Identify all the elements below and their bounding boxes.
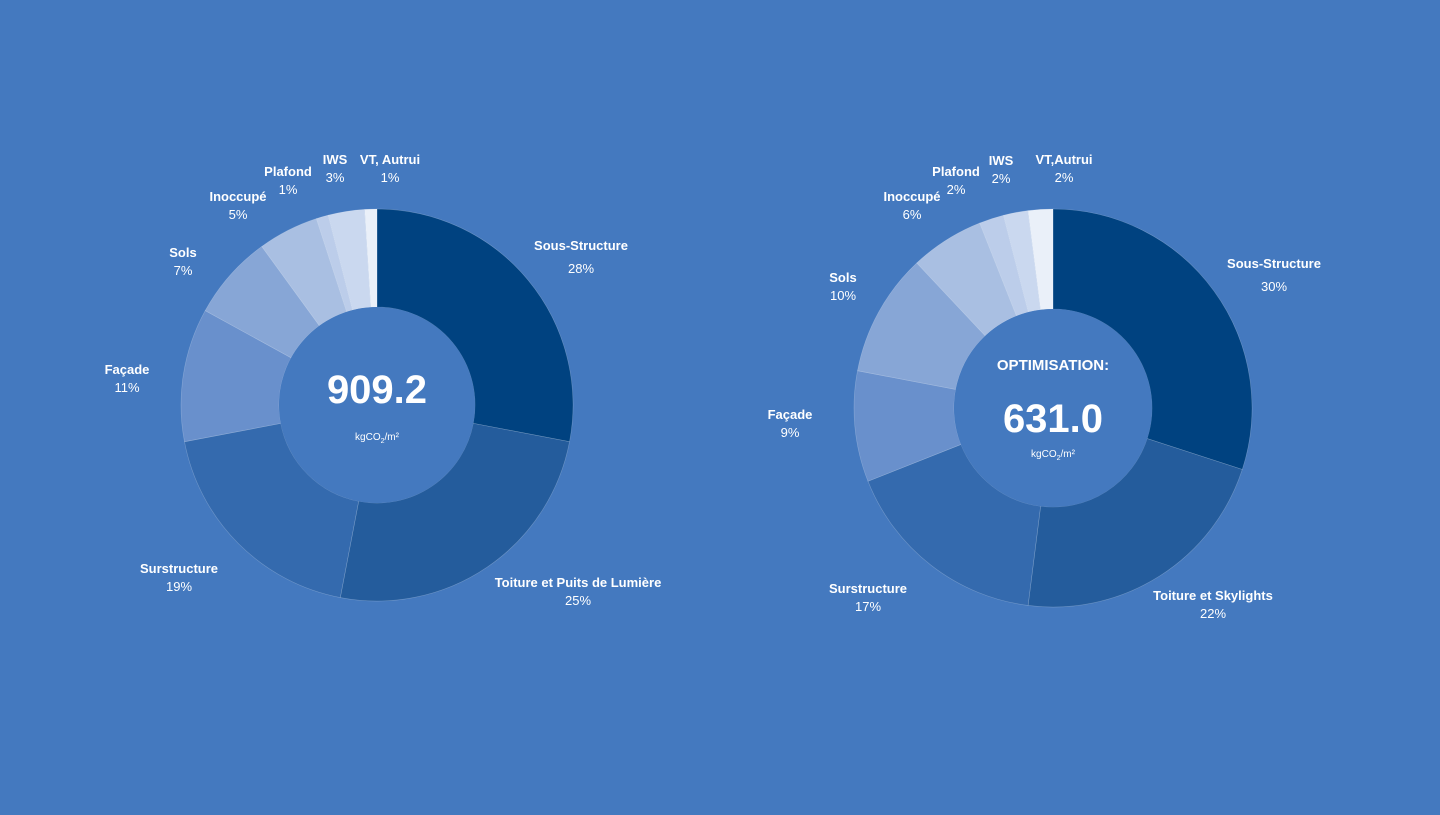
slice-pct-iws: 2% (992, 171, 1011, 186)
center-unit: kgCO2/m² (1031, 449, 1076, 462)
slice-pct-iws: 3% (326, 170, 345, 185)
center-value: 909.2 (327, 368, 427, 412)
slice-pct-surstructure: 17% (855, 599, 881, 614)
center-unit: kgCO2/m² (355, 432, 400, 445)
slice-label-vt-autrui: VT,Autrui (1035, 152, 1092, 167)
slice-pct-toiture-et-puits-de-lumiere: 25% (565, 593, 591, 608)
slice-pct-facade: 11% (114, 380, 139, 395)
slice-pct-inoccupe: 6% (903, 207, 922, 222)
slice-pct-vt-autrui: 1% (381, 170, 400, 185)
slice-pct-vt-autrui: 2% (1055, 170, 1074, 185)
donut-hole (954, 309, 1152, 507)
slice-label-plafond: Plafond (264, 164, 312, 179)
slice-pct-sols: 10% (830, 288, 856, 303)
slice-label-sous-structure: Sous-Structure (534, 238, 628, 253)
slice-label-vt-autrui: VT, Autrui (360, 152, 420, 167)
slice-label-facade: Façade (105, 362, 150, 377)
slice-label-toiture-et-skylights: Toiture et Skylights (1153, 588, 1273, 603)
slice-label-sous-structure: Sous-Structure (1227, 256, 1321, 271)
slice-pct-inoccupe: 5% (229, 207, 248, 222)
slice-pct-facade: 9% (781, 425, 800, 440)
slice-label-iws: IWS (323, 152, 348, 167)
slice-label-inoccupe: Inoccupé (209, 189, 266, 204)
slice-label-sols: Sols (829, 270, 856, 285)
slice-pct-sous-structure: 30% (1261, 279, 1287, 294)
slice-pct-sous-structure: 28% (568, 261, 594, 276)
slice-label-facade: Façade (768, 407, 813, 422)
slice-label-surstructure: Surstructure (140, 561, 218, 576)
slice-label-plafond: Plafond (932, 164, 980, 179)
slice-label-surstructure: Surstructure (829, 581, 907, 596)
donut-hole (279, 307, 475, 503)
slice-pct-sols: 7% (174, 263, 193, 278)
center-value: 631.0 (1003, 397, 1103, 441)
slice-pct-plafond: 1% (279, 182, 298, 197)
slice-label-toiture-et-puits-de-lumiere: Toiture et Puits de Lumière (495, 575, 662, 590)
donut-chart-baseline: Sous-Structure 28% Toiture et Puits de Lum… (105, 152, 662, 608)
slice-label-iws: IWS (989, 153, 1014, 168)
slice-label-inoccupe: Inoccupé (883, 189, 940, 204)
donut-chart-optimisation: Sous-Structure 30% Toiture et Skylights 22%… (768, 152, 1321, 621)
slice-label-sols: Sols (169, 245, 196, 260)
center-title: OPTIMISATION: (997, 357, 1109, 374)
slice-pct-surstructure: 19% (166, 579, 192, 594)
slice-pct-toiture-et-skylights: 22% (1200, 606, 1226, 621)
slice-pct-plafond: 2% (947, 182, 966, 197)
